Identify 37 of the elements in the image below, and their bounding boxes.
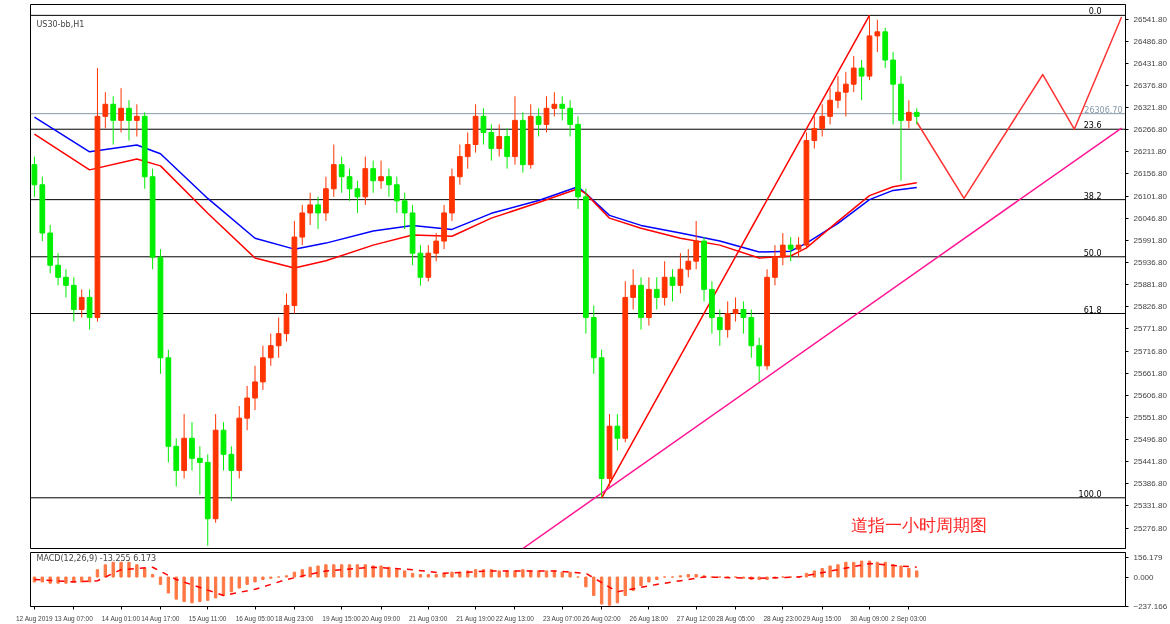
annotation: 38.2 [1083, 191, 1102, 201]
y-tick-label: 26266.80 [1133, 125, 1168, 135]
y-tick-label: 26431.80 [1133, 58, 1168, 68]
y-tick-label: 0.000 [1133, 572, 1155, 582]
y-tick-label: 25606.80 [1133, 390, 1168, 400]
annotation: 23.6 [1083, 121, 1102, 131]
y-tick-label: 26101.80 [1133, 191, 1168, 201]
y-tick-label: 26376.80 [1133, 80, 1168, 90]
y-tick-label: 26486.80 [1133, 36, 1168, 46]
y-tick-label: 25826.80 [1133, 302, 1168, 312]
y-tick-label: 25496.80 [1133, 435, 1168, 445]
y-tick-label: 25881.80 [1133, 280, 1168, 290]
annotation: 61.8 [1083, 305, 1102, 315]
chart-title: MACD(12,26,9) -13.255 6.173 [36, 553, 157, 563]
y-tick-label: −237.166 [1133, 601, 1168, 611]
annotation: 100.0 [1078, 489, 1102, 499]
y-tick-label: 25551.80 [1133, 412, 1168, 422]
y-tick-label: 25331.80 [1133, 501, 1168, 511]
y-tick-label: 26541.80 [1133, 14, 1168, 24]
y-tick-label: 26156.80 [1133, 169, 1168, 179]
ref-line-label: 26306.70 [1084, 105, 1123, 115]
y-tick-label: 26211.80 [1133, 147, 1167, 157]
y-tick-label: 25661.80 [1133, 368, 1168, 378]
y-tick-label: 25771.80 [1133, 324, 1168, 334]
y-tick-label: 25936.80 [1133, 258, 1168, 267]
y-tick-label: 25716.80 [1133, 346, 1168, 356]
y-tick-label: 25991.80 [1133, 235, 1168, 245]
y-tick-label: 25441.80 [1133, 457, 1168, 467]
y-tick-label: 25276.80 [1133, 523, 1168, 533]
annotation: 道指一小时周期图 [850, 514, 987, 535]
annotation: 50.0 [1083, 248, 1102, 258]
y-tick-label: 26321.80 [1133, 103, 1168, 113]
y-tick-label: 26046.80 [1133, 213, 1168, 223]
annotation: 0.0 [1088, 7, 1102, 17]
y-tick-label: 25386.80 [1133, 479, 1168, 489]
y-tick-label: 156.179 [1133, 553, 1163, 563]
text: US30-bb,H1 [36, 19, 85, 29]
